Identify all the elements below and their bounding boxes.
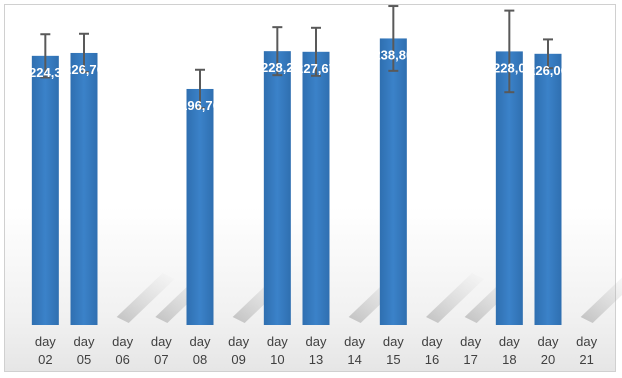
- x-tick-label-day-18: day: [499, 334, 520, 349]
- data-label-day-20: 226,00: [528, 63, 568, 78]
- x-tick-sublabel-day-16: 16: [425, 352, 439, 367]
- x-tick-label-day-17: day: [460, 334, 481, 349]
- x-tick-sublabel-day-05: 05: [77, 352, 91, 367]
- x-tick-sublabel-day-21: 21: [579, 352, 593, 367]
- x-tick-label-day-06: day: [112, 334, 133, 349]
- x-tick-sublabel-day-18: 18: [502, 352, 516, 367]
- x-tick-label-day-15: day: [383, 334, 404, 349]
- x-tick-label-day-09: day: [228, 334, 249, 349]
- x-tick-sublabel-day-14: 14: [347, 352, 361, 367]
- bar-day-18: [495, 51, 523, 326]
- bar-day-05: [70, 52, 98, 326]
- x-tick-label-day-20: day: [538, 334, 559, 349]
- data-label-day-05: 226,70: [64, 62, 104, 77]
- x-tick-label-day-21: day: [576, 334, 597, 349]
- empty-slot-shadow: [116, 273, 175, 323]
- bar-day-15: [379, 38, 407, 325]
- x-tick-sublabel-day-02: 02: [38, 352, 52, 367]
- x-tick-sublabel-day-09: 09: [231, 352, 245, 367]
- x-tick-label-day-13: day: [306, 334, 327, 349]
- x-tick-sublabel-day-15: 15: [386, 352, 400, 367]
- x-tick-sublabel-day-06: 06: [115, 352, 129, 367]
- x-tick-label-day-14: day: [344, 334, 365, 349]
- bar-day-10: [263, 51, 291, 325]
- x-tick-label-day-05: day: [74, 334, 95, 349]
- x-tick-label-day-07: day: [151, 334, 172, 349]
- data-label-day-02: 224,3: [29, 65, 62, 80]
- bar-day-20: [534, 53, 562, 326]
- data-label-day-18: 228,0: [493, 60, 526, 75]
- bar-day-02: [31, 55, 59, 326]
- bar-day-08: [186, 88, 214, 326]
- data-label-day-10: 228,2: [261, 60, 294, 75]
- x-tick-sublabel-day-20: 20: [541, 352, 555, 367]
- data-label-day-08: 196,70: [180, 98, 220, 113]
- x-tick-sublabel-day-10: 10: [270, 352, 284, 367]
- x-tick-label-day-02: day: [35, 334, 56, 349]
- x-tick-sublabel-day-07: 07: [154, 352, 168, 367]
- x-tick-label-day-10: day: [267, 334, 288, 349]
- data-label-day-13: 227,67: [296, 61, 336, 76]
- data-label-day-15: 238,80: [373, 47, 413, 62]
- x-tick-label-day-16: day: [422, 334, 443, 349]
- empty-slot-shadow: [580, 277, 622, 323]
- empty-slot-shadow: [426, 273, 484, 323]
- x-tick-sublabel-day-17: 17: [463, 352, 477, 367]
- x-tick-label-day-08: day: [190, 334, 211, 349]
- bar-day-13: [302, 51, 330, 326]
- x-tick-sublabel-day-08: 08: [193, 352, 207, 367]
- x-tick-sublabel-day-13: 13: [309, 352, 323, 367]
